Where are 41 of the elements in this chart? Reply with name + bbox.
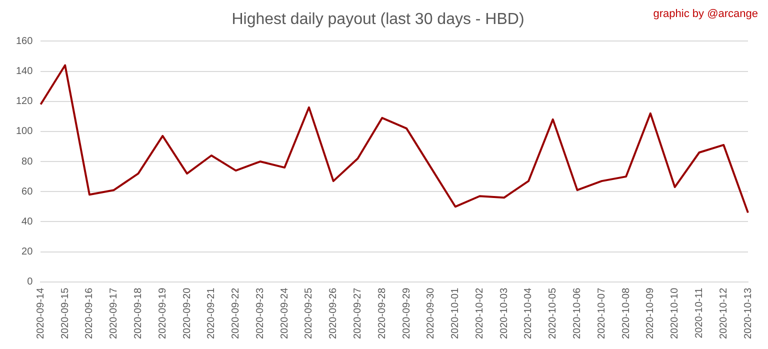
x-tick-label: 2020-09-26	[328, 287, 340, 340]
chart-title: Highest daily payout (last 30 days - HBD)	[232, 11, 524, 28]
x-tick-label: 2020-09-15	[60, 287, 71, 340]
x-tick-label: 2020-10-02	[474, 287, 486, 340]
x-tick-label: 2020-09-19	[157, 287, 168, 340]
x-tick-label: 2020-10-06	[572, 287, 584, 340]
x-tick-label: 2020-09-21	[206, 287, 218, 340]
x-tick-label: 2020-10-11	[694, 287, 705, 338]
y-tick-label: 120	[16, 96, 34, 108]
x-tick-label: 2020-10-12	[718, 287, 730, 340]
y-tick-label: 0	[27, 276, 34, 288]
x-tick-label: 2020-09-23	[254, 287, 266, 340]
x-tick-label: 2020-10-05	[548, 287, 559, 340]
x-tick-label: 2020-09-24	[279, 287, 290, 340]
x-tick-label: 2020-09-18	[132, 287, 144, 340]
x-tick-label: 2020-10-03	[498, 287, 510, 340]
x-tick-label: 2020-09-22	[230, 287, 242, 340]
x-tick-label: 2020-09-25	[304, 287, 315, 340]
y-tick-label: 160	[16, 36, 34, 47]
x-tick-label: 2020-10-04	[523, 287, 534, 340]
y-tick-label: 80	[22, 156, 34, 168]
x-tick-label: 2020-09-16	[84, 287, 96, 340]
y-tick-label: 60	[22, 186, 34, 198]
x-tick-label: 2020-09-30	[426, 287, 437, 340]
x-tick-label: 2020-10-09	[645, 287, 656, 340]
x-tick-label: 2020-10-07	[596, 287, 608, 340]
x-tick-label: 2020-09-29	[401, 287, 412, 340]
x-tick-label: 2020-09-27	[352, 287, 364, 340]
x-tick-label: 2020-09-28	[376, 287, 388, 340]
x-tick-label: 2020-10-08	[620, 287, 632, 340]
y-tick-label: 40	[22, 216, 34, 228]
x-tick-label: 2020-09-20	[182, 287, 193, 340]
y-tick-label: 140	[16, 66, 34, 78]
x-tick-label: 2020-10-10	[670, 287, 681, 340]
y-tick-label: 20	[22, 246, 34, 258]
y-tick-label: 100	[16, 126, 34, 138]
x-tick-label: 2020-09-14	[35, 287, 46, 340]
text: graphic by @arcange	[653, 8, 758, 20]
x-tick-label: 2020-09-17	[108, 287, 120, 340]
x-tick-label: 2020-10-13	[742, 287, 754, 340]
x-tick-label: 2020-10-01	[450, 287, 462, 340]
